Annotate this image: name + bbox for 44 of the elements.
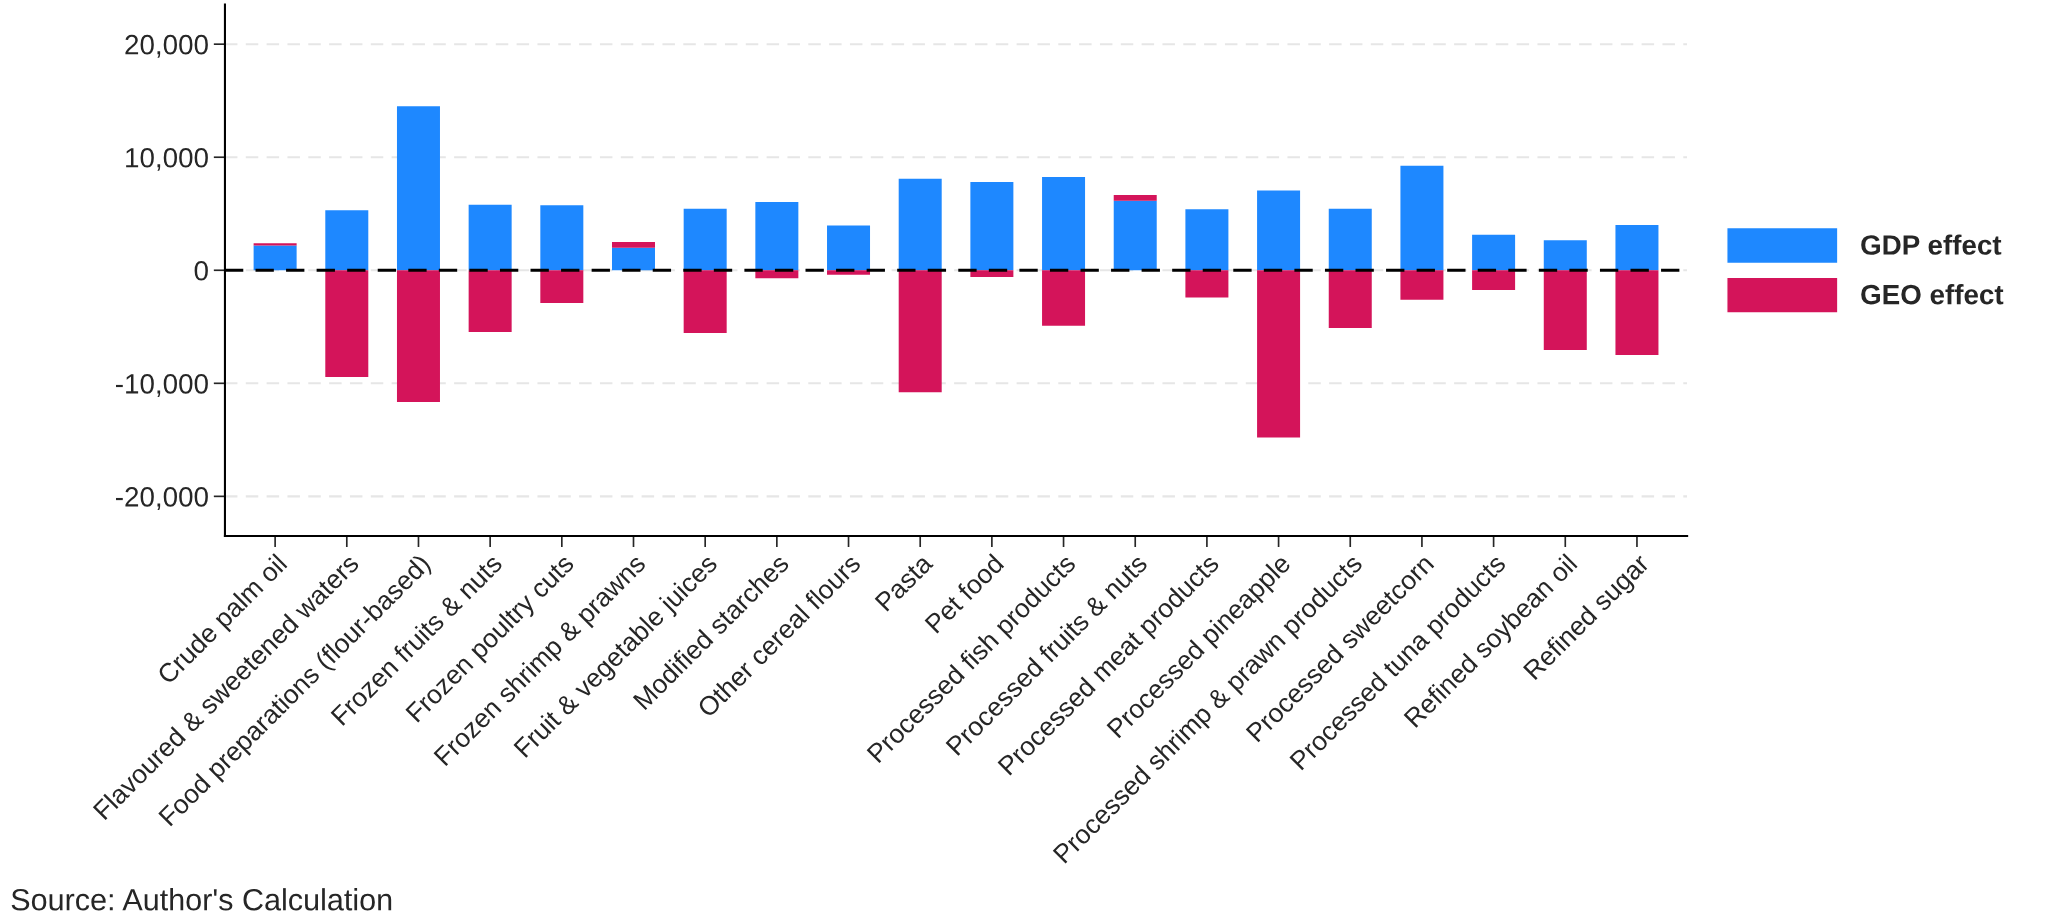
bar	[1257, 270, 1301, 438]
bar	[898, 270, 942, 393]
bar	[898, 178, 942, 271]
bar	[1472, 234, 1516, 271]
source-note: Source: Author's Calculation	[11, 888, 392, 911]
bar	[1472, 270, 1516, 291]
bar	[325, 210, 369, 271]
bar	[970, 182, 1014, 271]
bar	[1400, 165, 1444, 271]
bar	[1615, 225, 1659, 271]
bar	[1185, 270, 1229, 298]
bar	[1543, 240, 1587, 271]
bar	[1400, 270, 1444, 300]
bar	[1113, 200, 1157, 271]
bar	[1042, 270, 1086, 326]
bar	[396, 106, 440, 271]
bar	[1113, 195, 1157, 201]
y-tick-label: 10,000	[126, 147, 208, 171]
bar	[253, 245, 297, 271]
y-tick-label: 20,000	[125, 34, 208, 58]
bar	[540, 205, 584, 271]
legend-label: GDP effect	[1861, 234, 2002, 255]
bar	[1328, 208, 1372, 271]
bar	[683, 208, 727, 271]
bar	[1185, 209, 1229, 271]
bar	[396, 270, 440, 402]
bar	[540, 270, 584, 304]
y-tick-label: 0	[194, 260, 208, 281]
bar	[468, 204, 512, 271]
bar	[468, 270, 512, 332]
bar	[1328, 270, 1372, 328]
bar	[827, 225, 871, 271]
bar	[1042, 177, 1086, 271]
bar	[325, 270, 369, 378]
bar	[1543, 270, 1587, 350]
y-tick-label: -10,000	[116, 373, 208, 397]
bar	[683, 270, 727, 334]
bar	[612, 242, 655, 248]
y-tick-label: -20,000	[116, 487, 208, 510]
bar	[1257, 190, 1301, 271]
bar	[755, 201, 799, 271]
legend-label: GEO effect	[1861, 284, 2004, 305]
bar	[612, 247, 655, 271]
bar	[1615, 270, 1659, 356]
